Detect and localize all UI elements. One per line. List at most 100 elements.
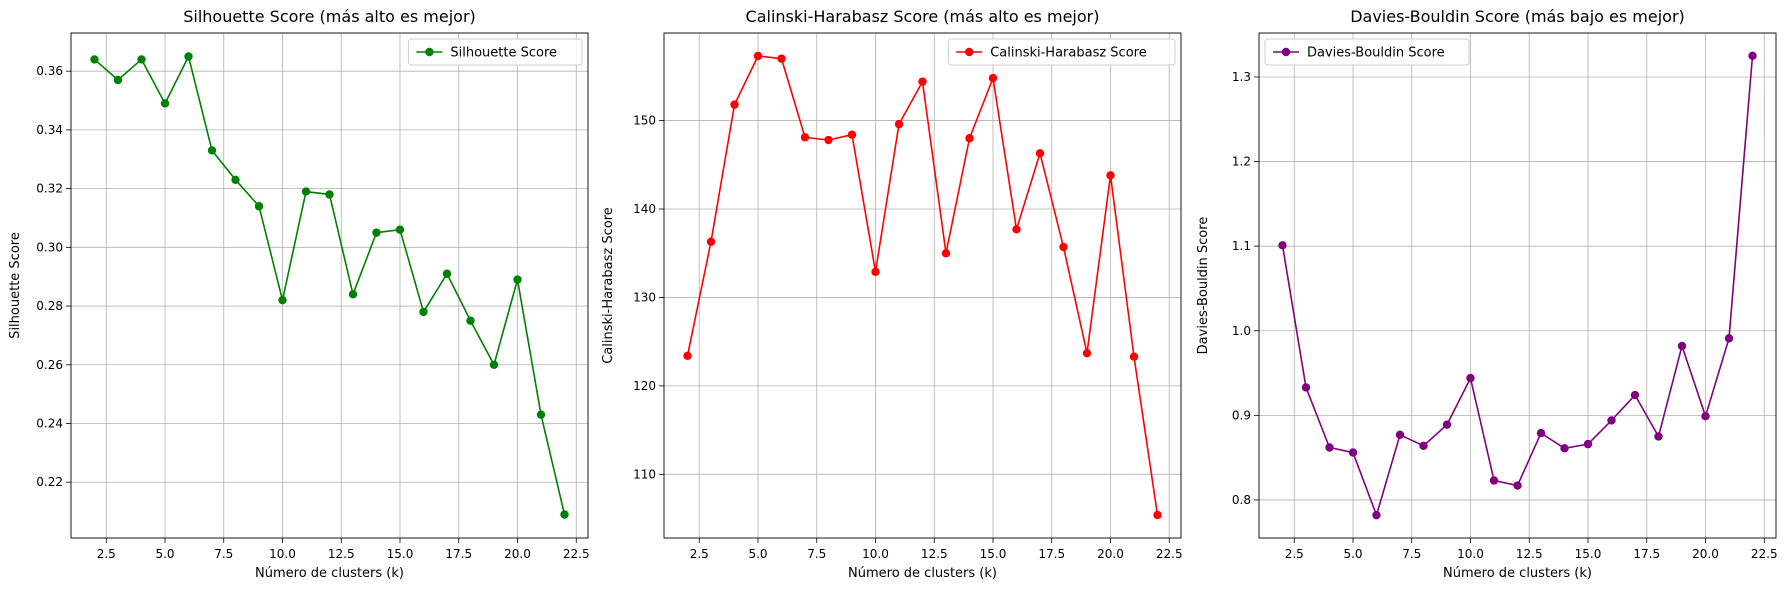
data-point: [871, 267, 880, 276]
x-tick-label: 10.0: [862, 547, 889, 561]
x-tick-label: 2.5: [1285, 547, 1304, 561]
x-tick-label: 10.0: [1457, 547, 1484, 561]
data-point: [278, 295, 287, 305]
data-point: [489, 360, 499, 369]
y-tick-label: 0.24: [36, 416, 63, 430]
data-point: [419, 307, 428, 317]
y-tick-label: 120: [633, 379, 656, 393]
x-axis-label: Número de clusters (k): [255, 566, 404, 581]
y-tick-label: 0.34: [36, 123, 63, 137]
legend-marker-swatch: [965, 47, 974, 57]
legend-label: Silhouette Score: [450, 46, 557, 61]
legend-box: [947, 38, 1176, 66]
data-point: [1395, 430, 1405, 440]
data-point: [1536, 428, 1546, 438]
y-tick-label: 140: [633, 202, 656, 216]
data-point: [1701, 411, 1710, 421]
data-point: [777, 54, 786, 63]
y-tick-label: 1.3: [1232, 70, 1251, 84]
x-tick-label: 22.5: [1156, 547, 1183, 561]
data-point: [1348, 448, 1358, 457]
x-tick-label: 7.5: [807, 547, 826, 561]
x-tick-label: 10.0: [269, 547, 296, 561]
y-tick-label: 0.9: [1232, 408, 1251, 422]
data-point: [1059, 242, 1068, 252]
x-tick-label: 15.0: [387, 547, 414, 561]
data-point: [1106, 171, 1115, 180]
x-tick-label: 17.5: [1038, 547, 1065, 561]
data-point: [466, 316, 475, 325]
legend-box: [1264, 38, 1470, 66]
data-point: [894, 119, 904, 129]
data-point: [1153, 510, 1162, 520]
data-point: [113, 75, 123, 85]
axes-frame: [1258, 32, 1777, 539]
data-point: [941, 249, 951, 258]
data-point: [560, 510, 569, 519]
data-point: [1012, 225, 1021, 234]
y-tick-label: 0.36: [36, 64, 63, 78]
data-point: [753, 51, 763, 61]
data-point: [325, 190, 334, 199]
data-point: [730, 100, 739, 109]
x-axis-label: Número de clusters (k): [848, 566, 997, 581]
data-point: [90, 55, 99, 64]
data-point: [1082, 348, 1092, 358]
x-tick-label: 2.5: [97, 547, 116, 561]
data-point: [1724, 334, 1734, 343]
y-tick-label: 0.32: [36, 182, 63, 196]
data-point: [1278, 241, 1287, 250]
legend: Calinski-Harabasz Score: [947, 38, 1176, 66]
x-tick-label: 7.5: [214, 547, 233, 561]
data-point: [1301, 383, 1311, 392]
y-tick-label: 0.26: [36, 358, 63, 372]
data-point: [1607, 416, 1616, 425]
y-tick-label: 1.0: [1232, 324, 1251, 338]
data-point: [1442, 420, 1452, 429]
y-tick-label: 110: [633, 467, 656, 481]
data-point: [160, 99, 170, 108]
legend-box: [407, 38, 583, 66]
y-tick-label: 0.30: [36, 240, 63, 254]
y-axis-label: Calinski-Harabasz Score: [601, 207, 616, 364]
data-point: [824, 135, 833, 145]
data-point: [918, 77, 927, 86]
data-point: [513, 275, 522, 284]
data-point: [1630, 390, 1640, 400]
data-point: [254, 202, 264, 211]
y-axis-label: Davies-Bouldin Score: [1196, 217, 1211, 355]
y-tick-label: 0.28: [36, 299, 63, 313]
y-tick-label: 0.8: [1232, 493, 1251, 507]
chart-panel-1: 2.5 5.0 7.5 10.0 12.5 15.0 17.5 20.0 22.5 0.22 0.2…: [8, 7, 590, 581]
data-point: [348, 290, 358, 299]
data-point: [965, 134, 974, 143]
data-point: [1654, 432, 1663, 441]
data-point: [1419, 441, 1428, 450]
data-point: [1748, 51, 1757, 61]
y-tick-label: 1.2: [1232, 155, 1251, 169]
data-point: [184, 52, 193, 61]
legend-label: Calinski-Harabasz Score: [990, 46, 1147, 61]
data-point: [372, 228, 381, 237]
x-tick-label: 15.0: [980, 547, 1007, 561]
axes-frame: [663, 32, 1182, 539]
legend-marker-swatch: [425, 47, 434, 57]
data-point: [1583, 439, 1593, 449]
y-tick-label: 0.22: [36, 475, 63, 489]
legend: Davies-Bouldin Score: [1264, 38, 1470, 66]
x-tick-label: 7.5: [1402, 547, 1421, 561]
data-point: [1677, 341, 1687, 351]
data-point: [1325, 443, 1334, 452]
data-point: [536, 410, 546, 419]
data-point: [1466, 373, 1475, 383]
data-point: [1129, 352, 1139, 361]
x-tick-label: 22.5: [1751, 547, 1778, 561]
x-tick-label: 12.5: [1516, 547, 1543, 561]
axes-frame: [70, 32, 589, 539]
chart-title: Davies-Bouldin Score (más bajo es mejor): [1350, 7, 1685, 26]
x-tick-label: 17.5: [1633, 547, 1660, 561]
data-point: [706, 237, 716, 246]
x-tick-label: 20.0: [1692, 547, 1719, 561]
data-point: [1489, 476, 1499, 485]
